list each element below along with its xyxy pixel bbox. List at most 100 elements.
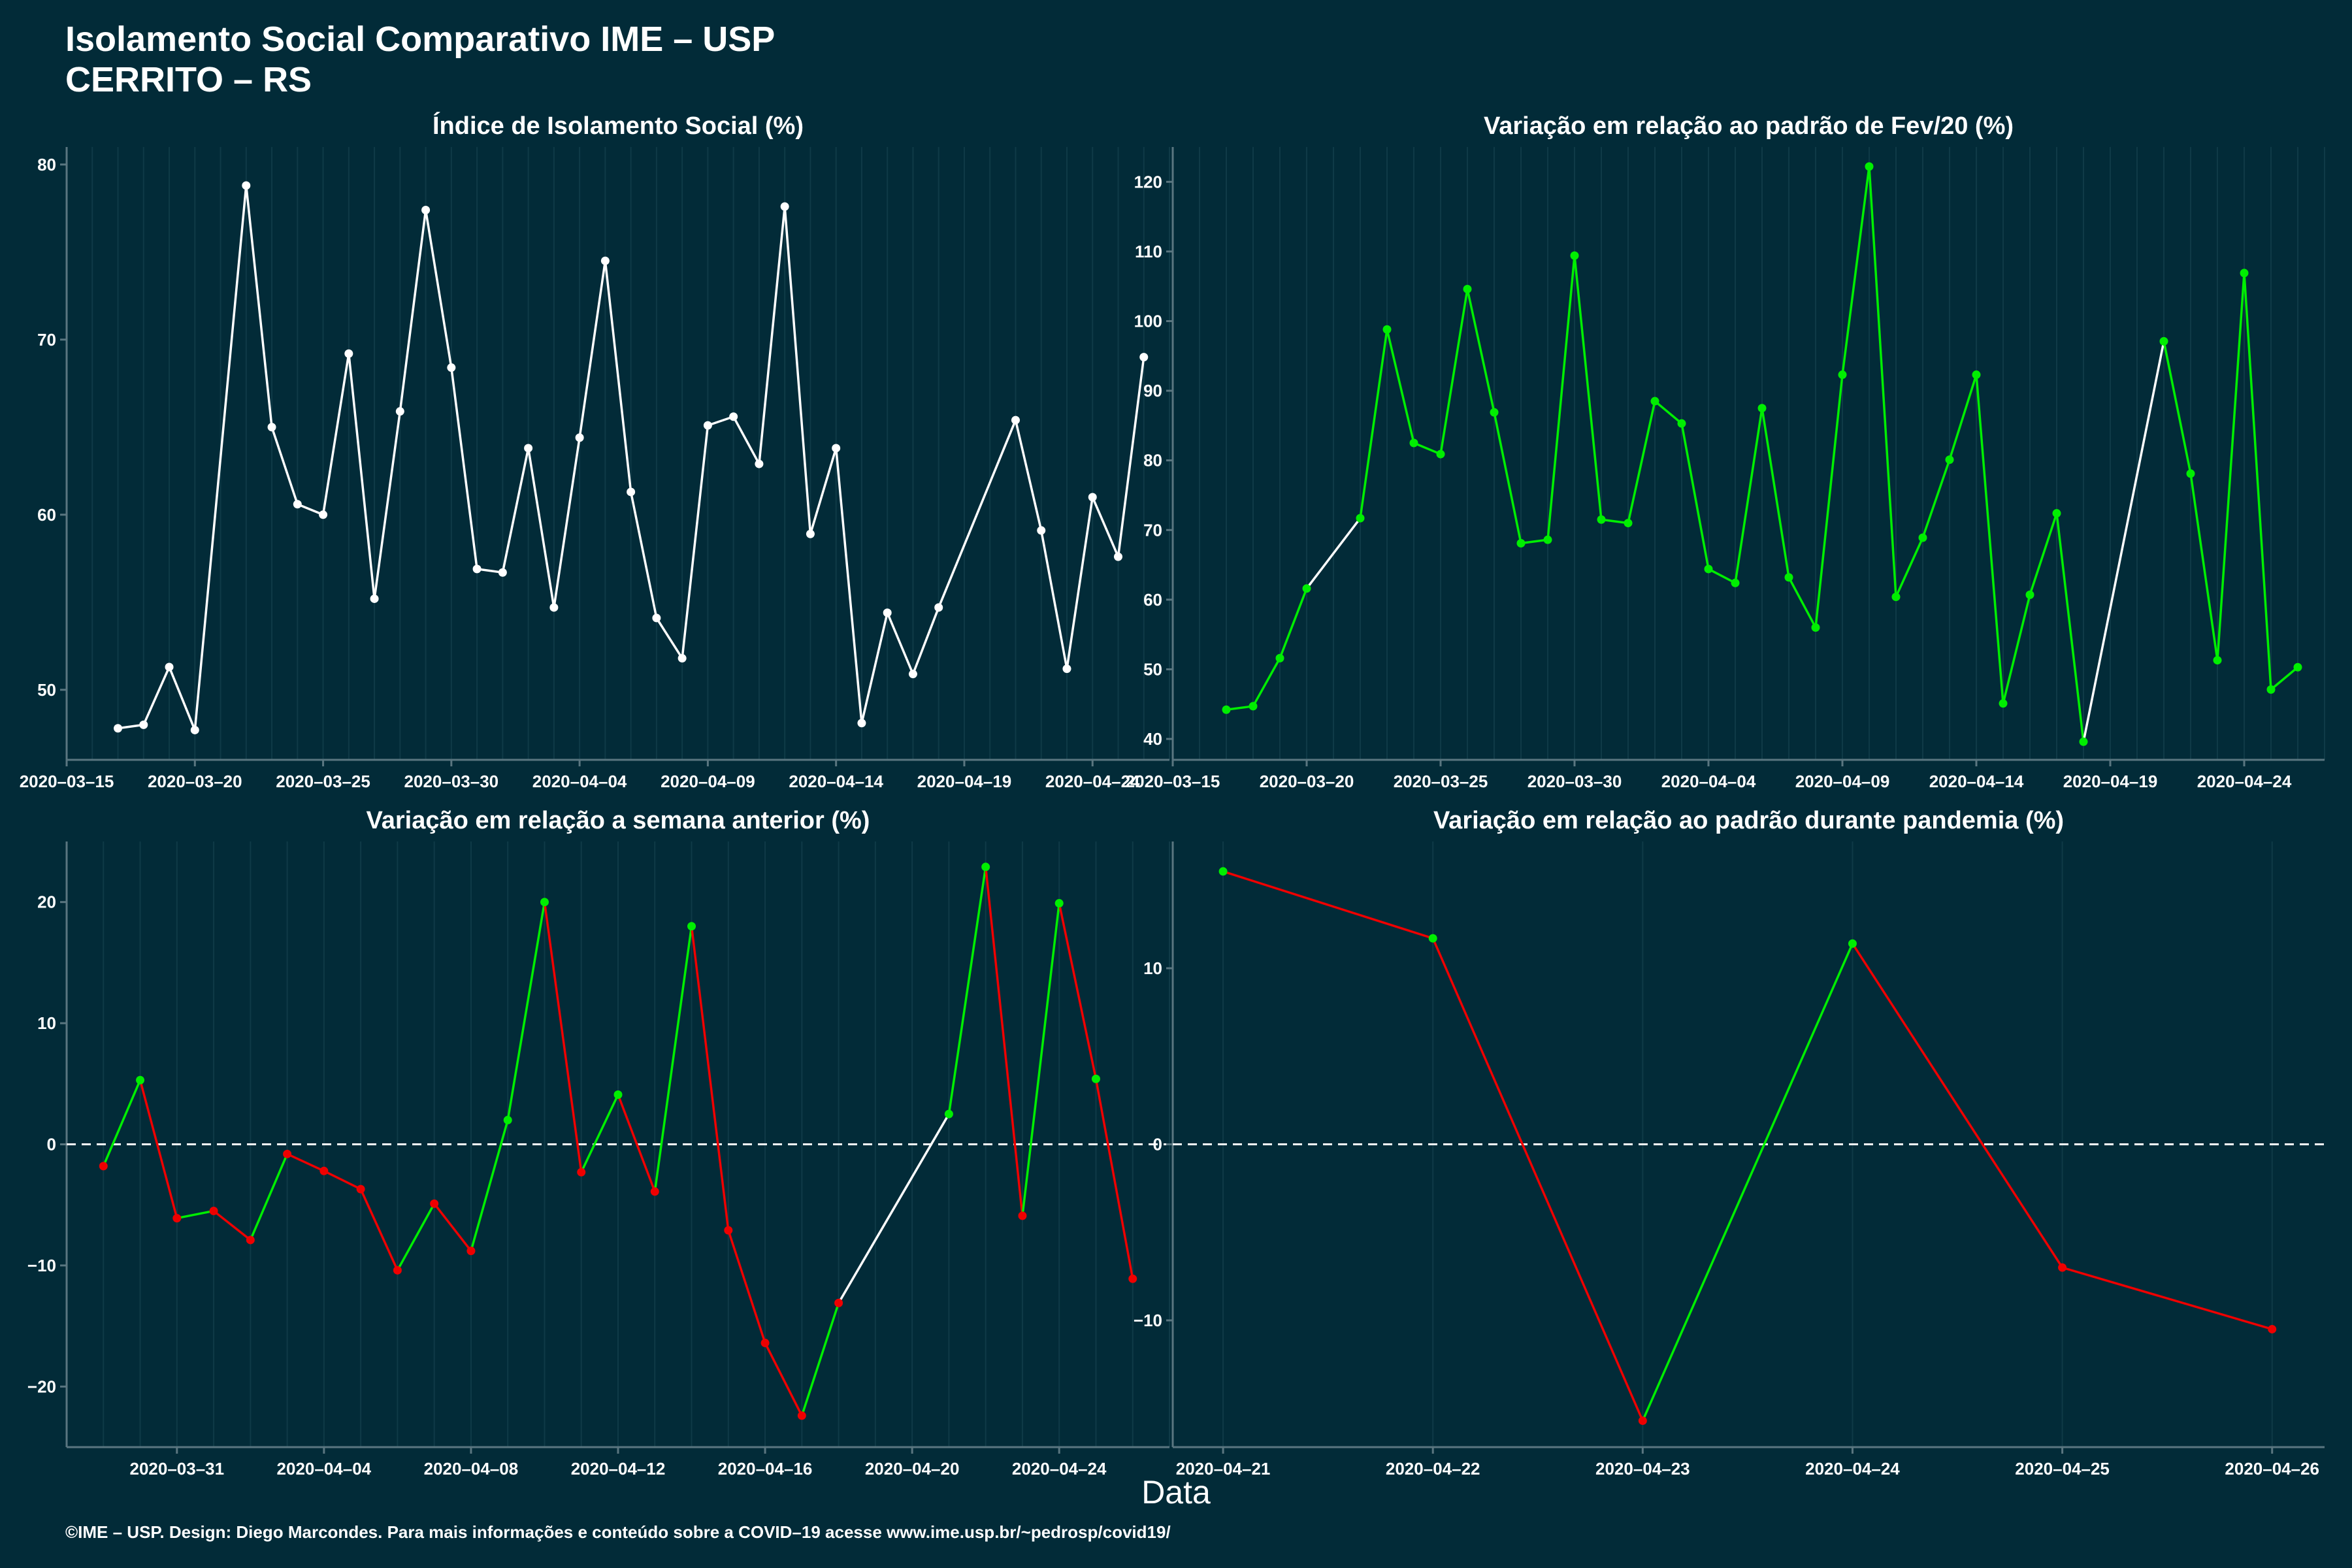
data-point [2025,590,2034,599]
series-segment [2029,512,2058,596]
data-point [1650,397,1659,406]
y-tick-label: −20 [27,1377,56,1396]
x-tick-label: 2020–04–19 [917,772,1012,791]
x-tick-label: 2020–04–21 [1176,1459,1271,1478]
series-segment [1600,518,1629,525]
series-segment [168,666,197,732]
series-segment [424,208,453,369]
x-tick-label: 2020–03–15 [1126,772,1220,791]
x-tick-label: 2020–04–22 [1386,1459,1480,1478]
data-point [430,1199,439,1208]
data-point [1597,515,1606,524]
series-segment [1654,400,1683,425]
y-tick-label: −10 [1134,1311,1162,1330]
series-segment [193,184,248,732]
series-segment [501,447,530,574]
data-point [797,1411,806,1420]
data-point [472,564,482,574]
x-tick-label: 2020–04–12 [571,1459,666,1478]
data-point [99,1162,108,1171]
series-segment [580,1093,619,1173]
y-tick-label: 0 [1153,1135,1162,1154]
series-segment [1091,496,1120,558]
series-segment [2216,272,2246,662]
data-point [780,202,789,211]
data-point [678,654,687,663]
data-point [503,1115,512,1124]
series-segment [506,900,546,1122]
series-segment [2270,666,2299,691]
data-point [209,1206,218,1215]
x-tick-label: 2020–04–09 [661,772,755,791]
x-tick-label: 2020–04–04 [1661,772,1756,791]
x-tick-label: 2020–04–24 [1045,772,1140,791]
series-segment [837,1113,951,1305]
data-point [908,670,917,679]
series-segment [1788,576,1817,629]
data-point [524,444,533,453]
series-segment [470,1119,509,1252]
x-tick-label: 2020–04–16 [718,1459,813,1478]
series-segment [2002,593,2031,705]
series-segment [296,502,325,516]
x-tick-label: 2020–03–25 [1394,772,1488,791]
series-segment [1895,536,1924,598]
series-segment [732,415,760,465]
series-segment [399,208,427,413]
x-tick-label: 2020–04–25 [2015,1459,2110,1478]
data-point [575,433,584,442]
series-segment [1466,287,1495,414]
series-segment [1058,902,1098,1081]
data-point [1037,526,1046,535]
series-segment [834,447,863,725]
data-point [2186,469,2195,478]
x-tick-label: 2020–03–20 [148,772,242,791]
series-segment [1921,458,1951,539]
y-tick-label: 50 [1143,659,1162,679]
series-segment [527,447,555,609]
data-point [1218,867,1228,876]
data-point [1811,623,1820,632]
data-point [1222,705,1231,714]
data-point [1011,416,1020,425]
data-point [1062,664,1071,674]
panel-title: Variação em relação a semana anterior (%… [367,807,870,834]
data-point [760,1339,770,1348]
data-point [190,725,199,734]
figure-title: Isolamento Social Comparativo IME – USP [65,20,776,59]
series-segment [2189,472,2219,662]
x-tick-label: 2020–04–04 [532,772,627,791]
series-segment [1948,373,1978,461]
data-point [2240,269,2249,278]
series-segment [617,1093,657,1193]
data-point [319,1166,329,1175]
data-point [834,1298,843,1307]
data-point [806,529,815,538]
data-point [1999,699,2008,708]
series-segment [321,352,350,516]
series-segment [1252,657,1281,708]
data-point [2268,1324,2277,1333]
data-point [393,1266,402,1275]
series-segment [1641,942,1854,1422]
series-segment [1734,406,1763,585]
series-segment [653,925,693,1193]
series-segment [1868,165,1897,598]
series-segment [553,436,581,609]
data-point [267,423,276,432]
data-point [600,256,610,265]
data-point [1356,514,1365,523]
series-segment [860,612,889,725]
data-point [466,1247,476,1256]
y-tick-label: 0 [47,1135,56,1154]
series-segment [690,925,730,1232]
series-segment [1841,165,1870,376]
data-point [242,181,251,190]
data-point [2213,656,2222,665]
series-segment [604,259,632,493]
series-segment [142,666,171,727]
series-segment [249,1152,289,1241]
series-segment [1493,411,1522,545]
series-segment [629,491,658,619]
series-segment [1094,1077,1134,1281]
